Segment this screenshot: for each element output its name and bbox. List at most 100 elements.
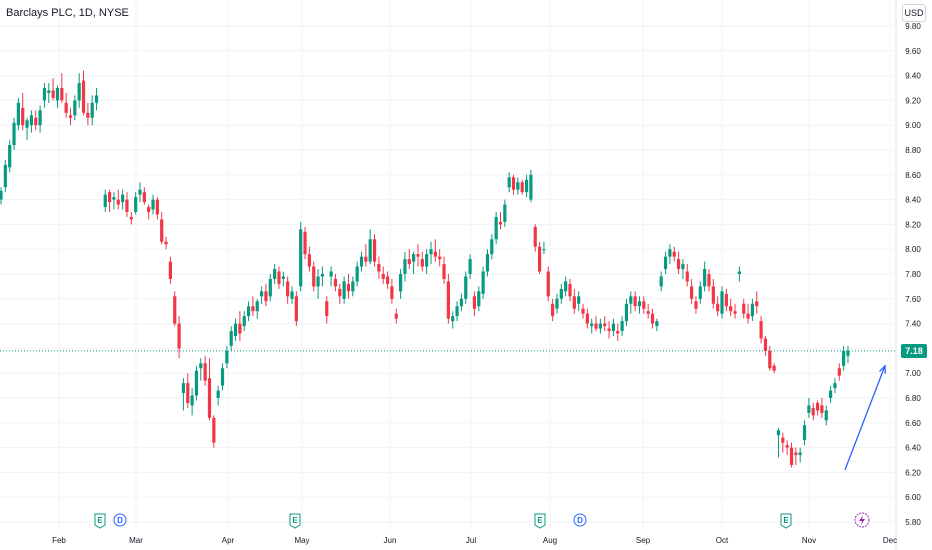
candle[interactable] (768, 345, 772, 371)
candle[interactable] (690, 278, 694, 304)
candle[interactable] (707, 269, 711, 292)
candle[interactable] (581, 303, 585, 319)
candle[interactable] (481, 266, 485, 299)
candle[interactable] (555, 293, 559, 314)
candle[interactable] (490, 234, 494, 260)
candle[interactable] (355, 261, 359, 287)
candle[interactable] (42, 83, 47, 108)
candle[interactable] (81, 70, 86, 116)
candle[interactable] (750, 298, 755, 322)
candle[interactable] (55, 85, 60, 108)
candle[interactable] (125, 192, 129, 217)
candle[interactable] (364, 244, 368, 267)
candle[interactable] (503, 199, 507, 227)
candle[interactable] (177, 316, 181, 359)
candle[interactable] (94, 88, 99, 111)
candle[interactable] (616, 323, 620, 341)
candle[interactable] (446, 274, 450, 324)
candle[interactable] (533, 224, 537, 252)
candle[interactable] (303, 226, 307, 260)
candle[interactable] (733, 303, 737, 319)
candle[interactable] (385, 271, 390, 289)
candle[interactable] (720, 286, 724, 319)
candle[interactable] (724, 288, 728, 312)
candle[interactable] (412, 251, 416, 274)
candle[interactable] (611, 318, 616, 336)
candle[interactable] (585, 308, 589, 329)
candle[interactable] (316, 269, 320, 299)
candle[interactable] (772, 363, 776, 374)
candle[interactable] (34, 110, 38, 131)
candle[interactable] (151, 194, 155, 215)
candle[interactable] (789, 442, 794, 468)
candlestick-series[interactable] (0, 70, 850, 468)
candle[interactable] (537, 241, 542, 274)
candle[interactable] (507, 172, 511, 193)
candle[interactable] (381, 266, 385, 284)
earnings-marker[interactable]: E (289, 513, 301, 529)
candle[interactable] (147, 204, 151, 220)
candle[interactable] (711, 278, 715, 309)
candle[interactable] (73, 95, 77, 121)
candle[interactable] (190, 388, 194, 416)
candle[interactable] (815, 400, 820, 416)
candle[interactable] (229, 326, 233, 351)
candle[interactable] (38, 105, 42, 133)
candle[interactable] (759, 316, 763, 344)
candle[interactable] (681, 259, 685, 279)
candle[interactable] (116, 189, 120, 210)
candle[interactable] (511, 174, 516, 195)
candle[interactable] (12, 117, 16, 150)
candle[interactable] (598, 318, 602, 334)
candle[interactable] (129, 212, 133, 225)
candle[interactable] (568, 278, 572, 302)
candle[interactable] (220, 363, 225, 391)
candle[interactable] (464, 271, 468, 304)
candle[interactable] (590, 318, 594, 334)
candle[interactable] (168, 256, 172, 284)
earnings-marker[interactable]: E (780, 513, 792, 529)
candle[interactable] (833, 378, 837, 394)
candle[interactable] (216, 385, 220, 406)
earnings-marker[interactable]: E (94, 513, 106, 529)
candle[interactable] (624, 298, 629, 327)
candle[interactable] (737, 266, 741, 282)
candle[interactable] (837, 363, 841, 381)
candle[interactable] (763, 336, 768, 356)
candle[interactable] (807, 398, 811, 418)
currency-button[interactable]: USD (902, 4, 926, 22)
candle[interactable] (307, 246, 311, 272)
candle[interactable] (746, 303, 750, 324)
candle[interactable] (603, 316, 607, 332)
candle[interactable] (594, 316, 598, 332)
candle[interactable] (663, 251, 668, 274)
candle[interactable] (173, 291, 177, 327)
candle[interactable] (8, 140, 12, 173)
candle[interactable] (776, 427, 781, 458)
candle[interactable] (255, 298, 259, 319)
candle[interactable] (729, 298, 733, 317)
candle[interactable] (572, 288, 576, 314)
candle[interactable] (846, 345, 850, 364)
candle[interactable] (494, 212, 498, 245)
candle[interactable] (685, 264, 689, 287)
candle[interactable] (103, 189, 107, 212)
candle[interactable] (290, 286, 294, 304)
candle[interactable] (112, 192, 116, 210)
candle[interactable] (238, 311, 242, 341)
candle[interactable] (468, 254, 472, 279)
candle[interactable] (351, 276, 355, 297)
time-axis[interactable]: Feb Mar Apr May Jun Jul Aug Sep Oct Nov Dec (52, 536, 897, 545)
candle[interactable] (329, 266, 333, 287)
candle[interactable] (498, 212, 503, 230)
candle[interactable] (811, 402, 815, 421)
candle[interactable] (281, 271, 285, 287)
candle[interactable] (742, 298, 746, 319)
candle[interactable] (755, 291, 759, 314)
candle[interactable] (372, 234, 377, 267)
candle[interactable] (0, 187, 3, 205)
candle[interactable] (820, 398, 824, 418)
candle[interactable] (650, 308, 655, 329)
candle[interactable] (828, 385, 833, 403)
candle[interactable] (785, 440, 789, 456)
